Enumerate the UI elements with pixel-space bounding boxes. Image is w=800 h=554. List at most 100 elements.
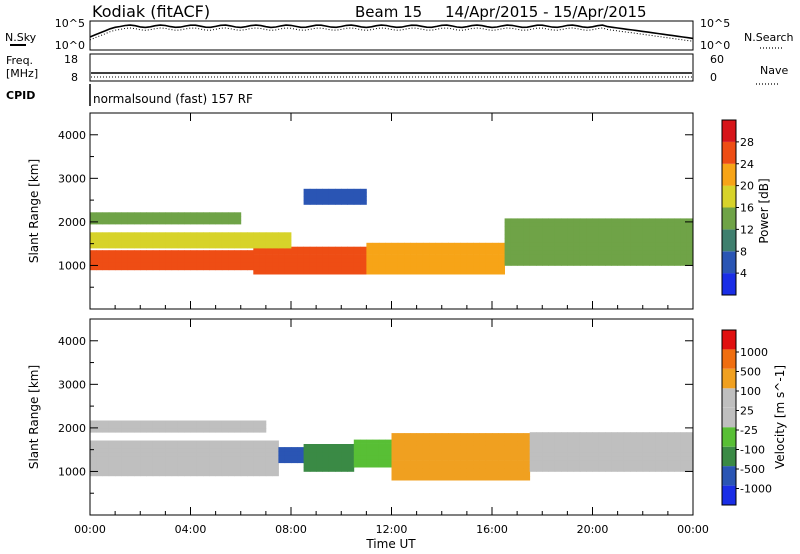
heatmap-cell (623, 257, 631, 262)
heatmap-cell (177, 424, 185, 429)
y-tick-label: 3000 (58, 378, 86, 391)
heatmap-cell (466, 460, 474, 465)
heatmap-cell (108, 212, 116, 217)
heatmap-cell (353, 463, 361, 468)
heatmap-cell (529, 444, 537, 449)
heatmap-cell (221, 240, 229, 245)
heatmap-cell (228, 220, 235, 225)
heatmap-cell (561, 226, 568, 231)
heatmap-cell (134, 440, 141, 445)
heatmap-cell (548, 257, 556, 262)
heatmap-cell (686, 436, 694, 441)
heatmap-cell (617, 218, 625, 223)
heatmap-cell (96, 448, 103, 453)
heatmap-cell (90, 262, 97, 267)
heatmap-cell (190, 244, 198, 249)
heatmap-cell (661, 226, 669, 231)
heatmap-cell (404, 441, 411, 446)
heatmap-cell (102, 460, 110, 465)
heatmap-cell (636, 432, 644, 437)
heatmap-cell (536, 455, 543, 461)
heatmap-cell (366, 242, 374, 248)
heatmap-cell (623, 463, 631, 468)
colorbar-swatch (722, 388, 736, 408)
heatmap-cell (667, 432, 675, 437)
heatmap-cell (567, 455, 575, 461)
heatmap-cell (404, 246, 411, 251)
heatmap-cell (649, 245, 656, 251)
heatmap-cell (253, 244, 260, 249)
heatmap-cell (642, 436, 650, 441)
heatmap-cell (372, 262, 380, 267)
heatmap-cell (605, 436, 612, 441)
heatmap-cell (542, 238, 549, 243)
heatmap-cell (328, 258, 336, 263)
heatmap-cell (146, 265, 154, 271)
heatmap-cell (554, 218, 562, 223)
heatmap-cell (536, 261, 543, 266)
heatmap-cell (322, 246, 330, 251)
heatmap-cell (165, 444, 173, 449)
heatmap-cell (554, 440, 562, 445)
heatmap-cell (165, 265, 173, 271)
heatmap-cell (479, 456, 487, 461)
heatmap-cell (510, 222, 518, 227)
heatmap-cell (316, 246, 323, 251)
heatmap-cell (309, 266, 317, 271)
heatmap-cell (121, 444, 129, 449)
heatmap-cell (573, 241, 581, 247)
heatmap-cell (441, 452, 449, 457)
heatmap-cell (196, 265, 204, 271)
heatmap-cell (96, 424, 103, 429)
heatmap-cell (466, 258, 474, 263)
heatmap-cell (115, 212, 122, 217)
heatmap-cell (221, 244, 229, 249)
heatmap-cell (479, 266, 487, 271)
heatmap-cell (523, 460, 531, 465)
heatmap-cell (391, 468, 399, 473)
heatmap-cell (655, 432, 662, 437)
power-panel-frame (89, 112, 694, 310)
heatmap-cell (649, 218, 656, 223)
heatmap-cell (579, 257, 587, 262)
heatmap-cell (303, 262, 311, 267)
heatmap-cell (309, 254, 317, 259)
heatmap-cell (372, 455, 380, 460)
heatmap-cell (272, 444, 279, 449)
heatmap-cell (240, 424, 248, 429)
heatmap-cell (265, 250, 273, 255)
heatmap-cell (247, 452, 254, 457)
heatmap-cell (642, 253, 650, 258)
heatmap-cell (554, 234, 562, 239)
heatmap-cell (385, 254, 392, 259)
heatmap-cell (215, 216, 223, 221)
heatmap-cell (649, 432, 656, 437)
heatmap-cell (347, 250, 355, 255)
heatmap-cell (617, 222, 625, 227)
heatmap-cell (542, 440, 549, 445)
heatmap-cell (636, 241, 644, 247)
heatmap-cell (134, 244, 141, 249)
heatmap-cell (529, 447, 537, 453)
heatmap-cell (686, 245, 694, 251)
heatmap-cell (492, 254, 499, 259)
heatmap-cell (140, 440, 147, 445)
heatmap-cell (184, 244, 191, 249)
heatmap-cell (636, 451, 644, 457)
noise-sky-label: N.Sky (5, 31, 37, 44)
x-tick-label: 00:00 (677, 523, 709, 536)
heatmap-cell (303, 250, 311, 255)
heatmap-cell (102, 240, 110, 245)
heatmap-cell (272, 471, 279, 477)
heatmap-cell (649, 455, 656, 461)
heatmap-cell (617, 455, 625, 461)
heatmap-cell (667, 467, 675, 472)
heatmap-cell (190, 220, 198, 225)
heatmap-cell (649, 451, 656, 457)
heatmap-cell (134, 428, 141, 433)
heatmap-cell (466, 448, 474, 454)
heatmap-cell (422, 250, 430, 255)
heatmap-cell (504, 444, 512, 450)
heatmap-cell (278, 254, 286, 259)
